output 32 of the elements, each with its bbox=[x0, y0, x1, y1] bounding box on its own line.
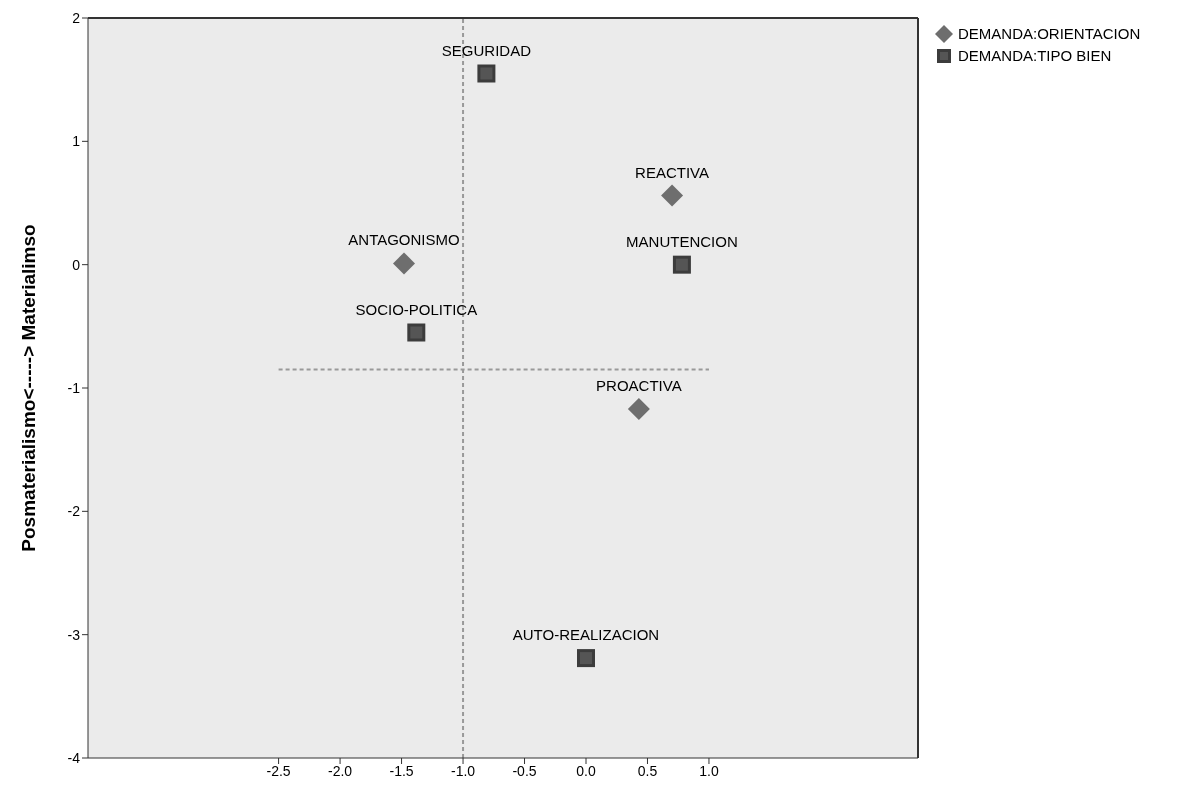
annotation: REACTIVA bbox=[635, 163, 710, 181]
annotation: AUTO-REALIZACION bbox=[512, 626, 660, 644]
annotation: SEGURIDAD bbox=[441, 41, 532, 59]
point bbox=[661, 184, 684, 207]
annotation: ANTAGONISMO bbox=[348, 231, 460, 249]
annotation: SOCIO-POLITICA bbox=[355, 300, 478, 318]
x-tick-label: -2.5 bbox=[266, 762, 291, 779]
x-tick-label: -1.5 bbox=[389, 762, 414, 779]
legend-label: DEMANDA:ORIENTACION bbox=[958, 24, 1141, 44]
x-tick-label: -1.0 bbox=[450, 762, 476, 779]
y-tick-label: -1 bbox=[67, 379, 81, 396]
point bbox=[577, 649, 595, 668]
annotation: PROACTIVA bbox=[596, 376, 682, 394]
x-tick-label: 1.0 bbox=[699, 762, 719, 779]
y-tick-label: -4 bbox=[67, 749, 81, 766]
point bbox=[477, 64, 496, 83]
point bbox=[393, 252, 416, 275]
y-tick-label: -2 bbox=[67, 503, 81, 520]
point bbox=[672, 255, 691, 274]
x-tick-label: -0.5 bbox=[512, 762, 537, 779]
x-tick-label: -2.0 bbox=[328, 762, 353, 779]
legend-label: DEMANDA:TIPO BIEN bbox=[958, 46, 1112, 66]
x-tick-label: 0.5 bbox=[637, 762, 658, 779]
y-tick-label: 1 bbox=[72, 133, 81, 150]
point bbox=[627, 397, 650, 420]
y-tick-label: 2 bbox=[72, 9, 81, 26]
x-tick-label: 0.0 bbox=[576, 762, 596, 779]
annotation: MANUTENCION bbox=[626, 232, 738, 250]
y-tick-label: 0 bbox=[72, 256, 81, 273]
point bbox=[407, 323, 426, 342]
y-axis-title: Posmaterialismo<-----> Materialimso bbox=[17, 224, 39, 552]
y-tick-label: -3 bbox=[67, 626, 81, 643]
